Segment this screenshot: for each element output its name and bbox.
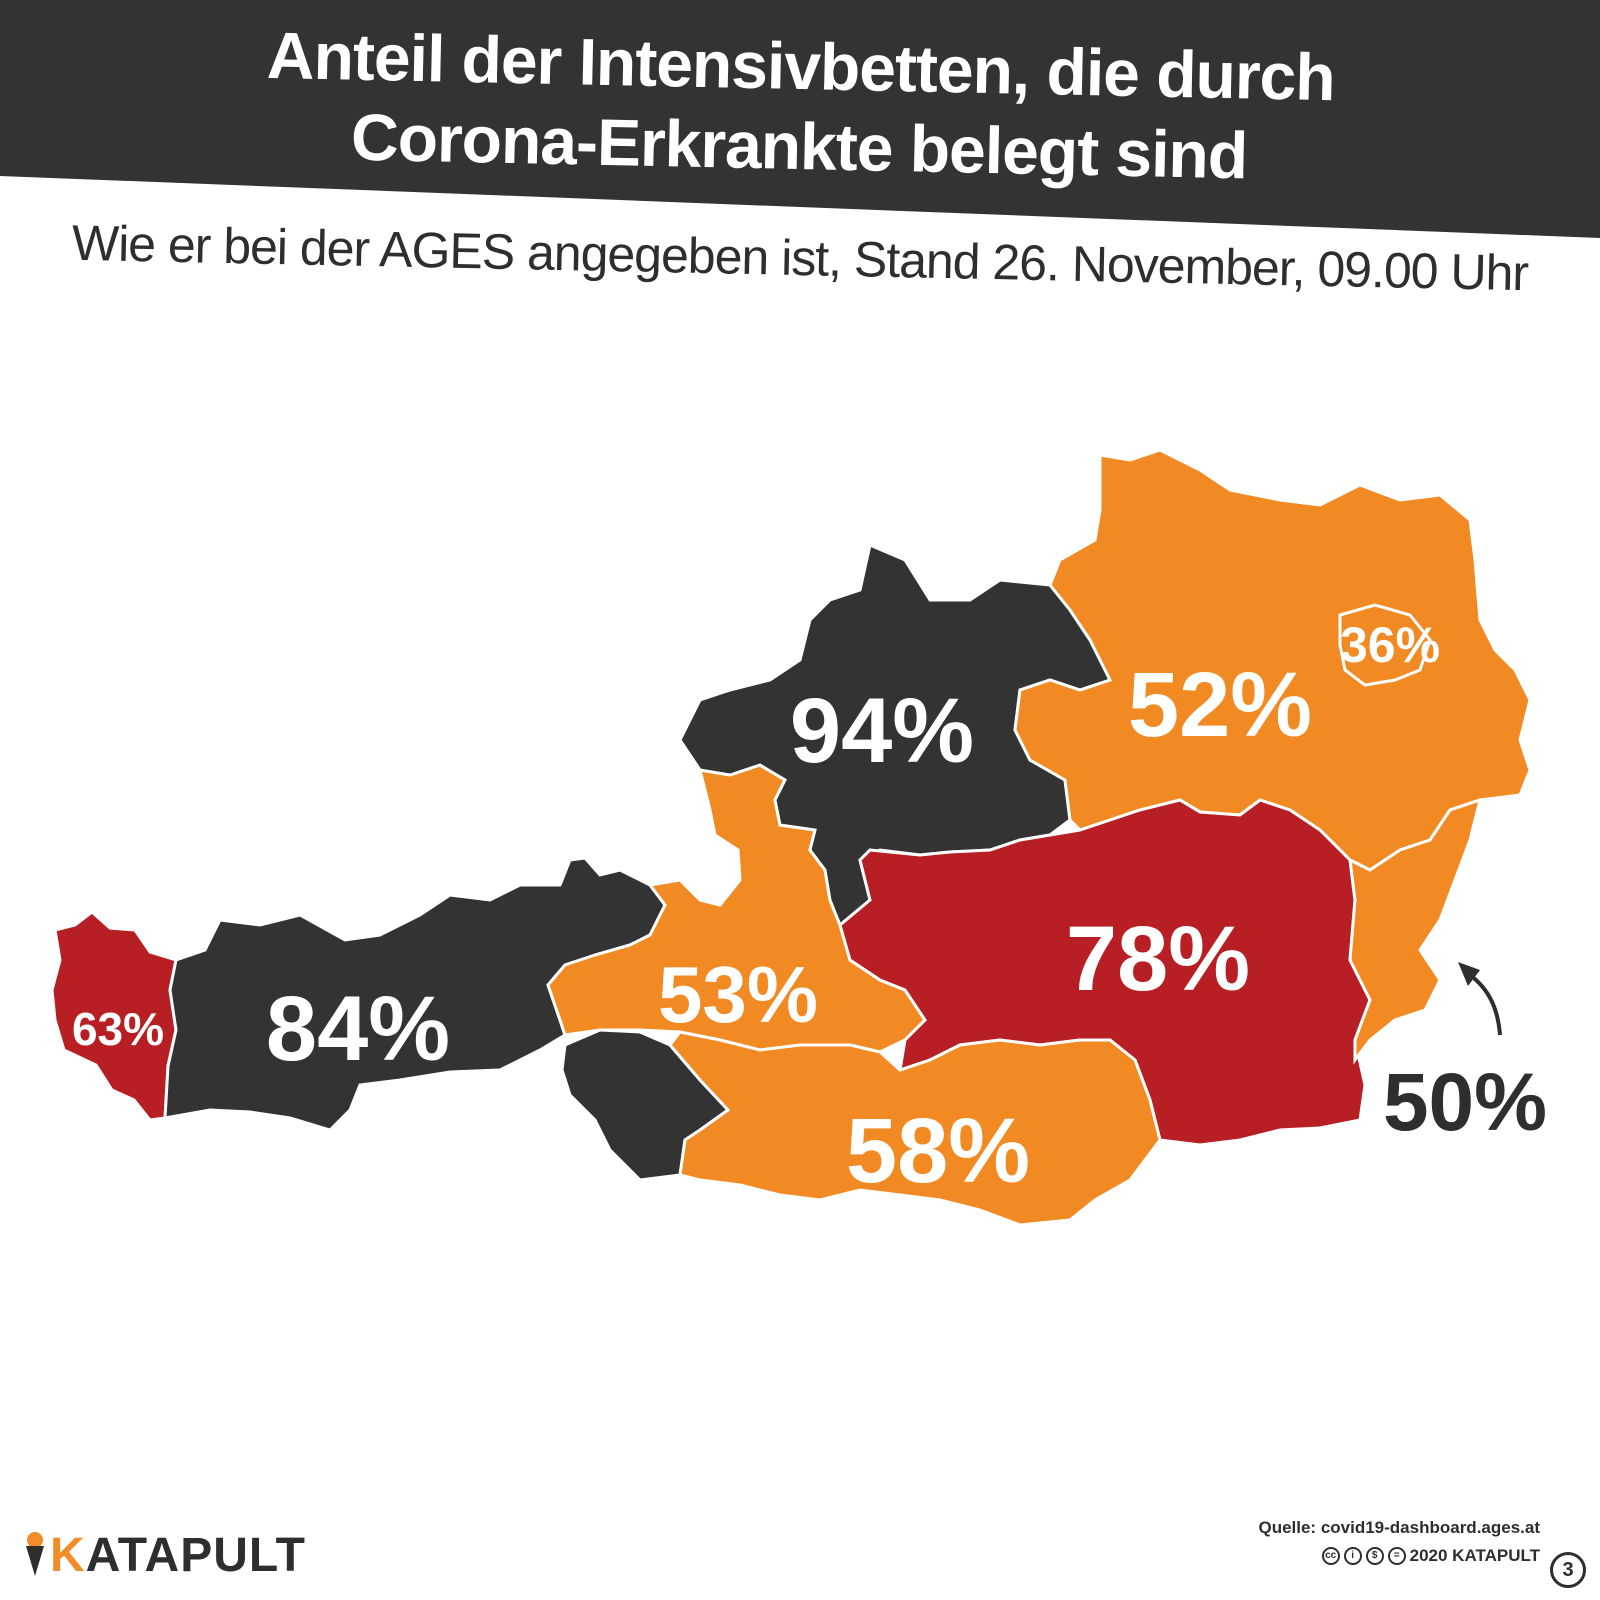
label-burgenland: 50% [1383,1057,1547,1148]
label-oberoesterreich: 94% [790,680,974,782]
license-text: 2020 KATAPULT [1409,1546,1540,1565]
label-vorarlberg: 63% [72,1003,164,1055]
katapult-logo: KATAPULT [20,1520,306,1590]
cc-icon: cc [1321,1547,1340,1565]
title-banner [0,0,1600,240]
region-kaernten [668,1030,1162,1227]
label-salzburg: 53% [658,950,818,1039]
label-steiermark: 78% [1066,908,1250,1010]
page-number-badge: 3 [1550,1552,1586,1588]
region-vorarlberg [50,910,178,1122]
source-text: Quelle: covid19-dashboard.ages.at [1258,1518,1540,1537]
arrow-head [1458,962,1480,986]
region-steiermark [838,798,1372,1147]
license-row: cc i $ = 2020 KATAPULT [1258,1542,1540,1570]
source-block: Quelle: covid19-dashboard.ages.at cc i $… [1258,1514,1540,1570]
region-burgenland [1348,797,1483,1065]
label-kaernten: 58% [846,1100,1030,1202]
logo-text: KATAPULT [50,1528,306,1582]
burgenland-arrow [1468,973,1502,1036]
nc-icon: $ [1365,1547,1384,1565]
label-tirol: 84% [266,978,450,1080]
region-wien [1338,603,1432,687]
catapult-icon [26,1532,44,1576]
by-icon: i [1343,1547,1362,1565]
nd-icon: = [1387,1547,1406,1565]
label-niederoesterreich: 52% [1128,654,1312,756]
label-wien: 36% [1340,617,1440,673]
